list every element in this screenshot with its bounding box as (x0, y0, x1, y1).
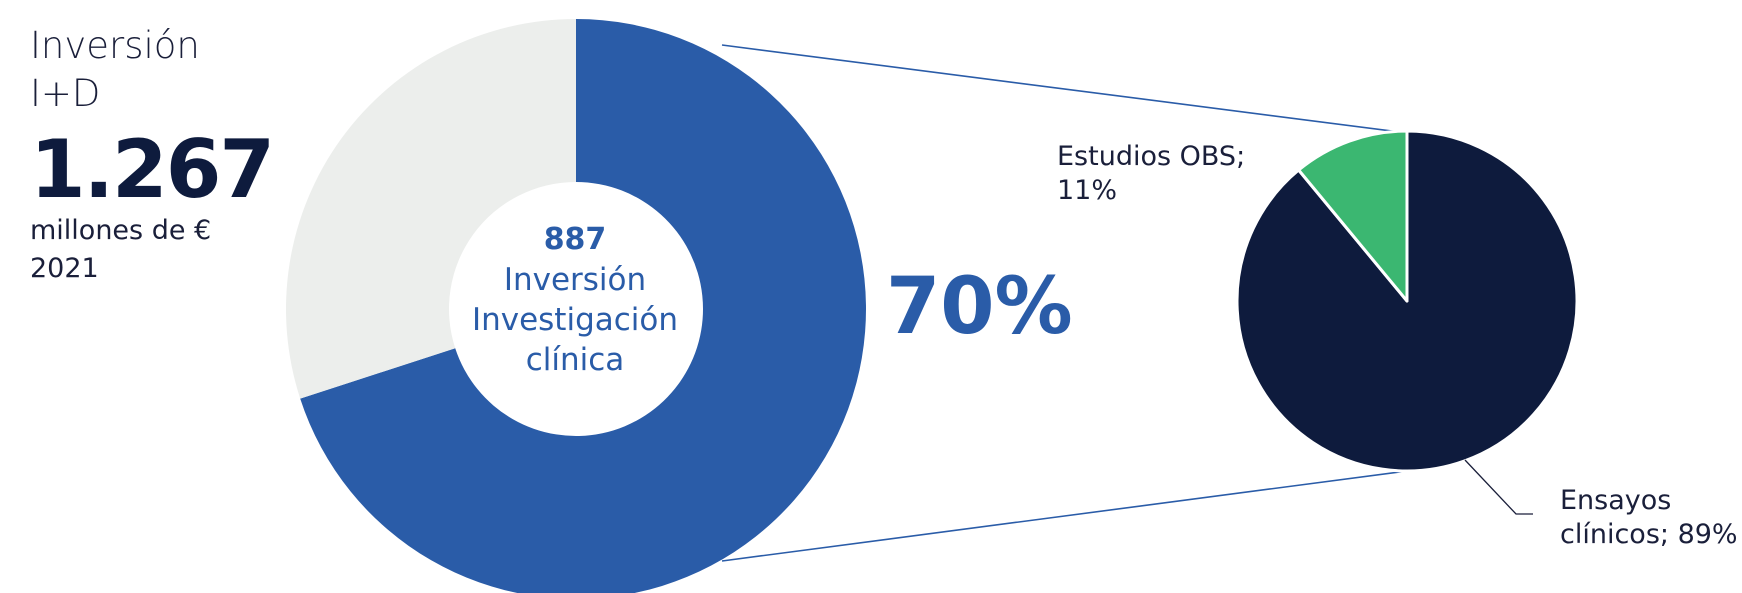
donut-center-line1: Inversión (430, 260, 720, 300)
donut-center-value: 887 (430, 220, 720, 260)
donut-center-label: 887 Inversión Investigación clínica (430, 220, 720, 380)
donut-center-line2: Investigación (430, 300, 720, 340)
donut-center-line3: clínica (430, 340, 720, 380)
pie-label-ensayos: Ensayos clínicos; 89% (1560, 484, 1738, 552)
pie-label-obs-line1: Estudios OBS; (1057, 140, 1245, 174)
connector-line-bottom (722, 471, 1407, 561)
pie-label-ensayos-line2: clínicos; 89% (1560, 518, 1738, 552)
pie-label-obs: Estudios OBS; 11% (1057, 140, 1245, 208)
ensayos-leader-line (1465, 460, 1533, 514)
pie-label-obs-line2: 11% (1057, 174, 1245, 208)
connector-line-top (722, 45, 1407, 133)
donut-highlight-percent: 70% (886, 262, 1073, 352)
pie-label-ensayos-line1: Ensayos (1560, 484, 1738, 518)
